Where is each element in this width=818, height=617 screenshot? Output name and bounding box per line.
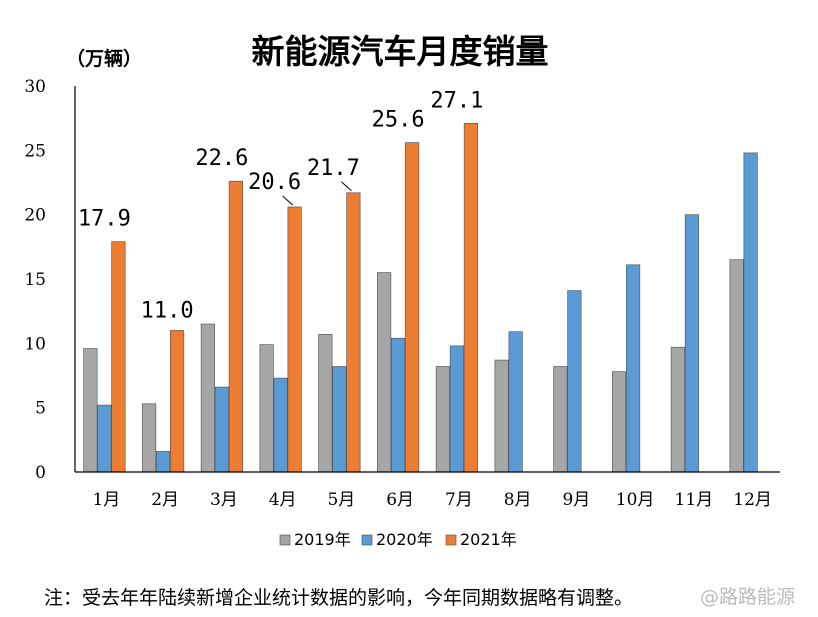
bar-2021年-7月 bbox=[463, 123, 478, 473]
bar-2019年-1月 bbox=[83, 348, 98, 473]
watermark: @路路能源 bbox=[700, 586, 795, 608]
bar-2020年-10月 bbox=[626, 264, 641, 473]
bar-2021年-4月 bbox=[287, 206, 302, 473]
data-label: 25.6 bbox=[372, 108, 425, 133]
bar-2020年-8月 bbox=[508, 331, 523, 473]
y-axis: 0 5 10 15 20 25 30 bbox=[24, 77, 76, 483]
y-tick-label: 15 bbox=[24, 270, 46, 290]
bar-2019年-5月 bbox=[318, 334, 333, 473]
legend-label: 2019年 bbox=[294, 530, 351, 549]
y-tick-label: 30 bbox=[24, 77, 46, 97]
y-tick-label: 5 bbox=[35, 399, 46, 419]
bar-2020年-11月 bbox=[684, 214, 699, 473]
bar-2019年-7月 bbox=[435, 366, 450, 473]
bar-2019年-4月 bbox=[259, 344, 274, 473]
x-tick-label: 12月 bbox=[733, 490, 772, 510]
data-label-leader bbox=[282, 195, 293, 206]
y-unit-label: （万辆） bbox=[66, 47, 142, 70]
footnote: 注：受去年年陆续新增企业统计数据的影响，今年同期数据略有调整。 bbox=[44, 587, 633, 609]
legend-label: 2020年 bbox=[376, 530, 433, 549]
bars bbox=[83, 123, 758, 473]
y-tick-label: 25 bbox=[24, 141, 46, 161]
x-tick-label: 10月 bbox=[616, 490, 655, 510]
data-label: 11.0 bbox=[141, 298, 194, 323]
bar-2019年-12月 bbox=[729, 259, 744, 473]
bar-2020年-4月 bbox=[273, 377, 288, 473]
x-tick-label: 4月 bbox=[269, 490, 297, 510]
bar-2019年-6月 bbox=[377, 272, 392, 473]
legend-swatch bbox=[445, 534, 457, 546]
legend-swatch bbox=[361, 534, 373, 546]
bar-2020年-5月 bbox=[332, 366, 347, 473]
data-label: 22.6 bbox=[195, 146, 248, 171]
legend: 2019年 2020年 2021年 bbox=[279, 530, 517, 549]
x-tick-label: 11月 bbox=[675, 490, 714, 510]
x-tick-label: 5月 bbox=[327, 490, 355, 510]
bar-2019年-9月 bbox=[553, 366, 568, 473]
y-tick-label: 20 bbox=[24, 206, 46, 226]
bar-2020年-12月 bbox=[743, 152, 758, 473]
x-tick-label: 7月 bbox=[445, 490, 473, 510]
bar-2020年-3月 bbox=[214, 386, 229, 473]
bar-2020年-7月 bbox=[449, 345, 464, 473]
x-tick-label: 6月 bbox=[386, 490, 414, 510]
data-label-leader bbox=[341, 181, 352, 192]
bar-2019年-11月 bbox=[670, 346, 685, 473]
bar-2020年-2月 bbox=[156, 451, 171, 473]
legend-label: 2021年 bbox=[460, 530, 517, 549]
bar-2021年-3月 bbox=[228, 180, 243, 473]
bar-2021年-1月 bbox=[111, 241, 126, 473]
data-labels: 17.9 11.0 22.620.621.7 25.627.1 bbox=[78, 88, 483, 323]
bar-2019年-2月 bbox=[142, 403, 157, 473]
x-tick-label: 9月 bbox=[562, 490, 590, 510]
bar-2020年-9月 bbox=[567, 290, 582, 473]
data-label: 21.7 bbox=[307, 156, 360, 181]
x-axis: 1月 2月 3月 4月 5月 6月 7月 8月 9月 10月 11月 12月 bbox=[75, 471, 780, 510]
x-tick-label: 2月 bbox=[151, 490, 179, 510]
x-tick-label: 3月 bbox=[210, 490, 238, 510]
bar-2019年-3月 bbox=[200, 323, 215, 473]
bar-2020年-1月 bbox=[97, 404, 112, 473]
data-label: 27.1 bbox=[430, 88, 483, 113]
y-tick-label: 10 bbox=[24, 334, 46, 354]
data-label: 20.6 bbox=[248, 170, 301, 195]
bar-2019年-10月 bbox=[612, 371, 627, 473]
x-tick-label: 1月 bbox=[92, 490, 120, 510]
x-tick-label: 8月 bbox=[504, 490, 532, 510]
legend-swatch bbox=[279, 534, 291, 546]
chart-title: 新能源汽车月度销量 bbox=[252, 32, 549, 71]
bar-2021年-6月 bbox=[405, 142, 420, 473]
bar-2019年-8月 bbox=[494, 359, 509, 473]
y-tick-label: 0 bbox=[35, 463, 46, 483]
data-label: 17.9 bbox=[78, 207, 131, 232]
bar-2021年-5月 bbox=[346, 192, 361, 473]
bar-2020年-6月 bbox=[391, 337, 406, 473]
bar-2021年-2月 bbox=[170, 330, 185, 473]
